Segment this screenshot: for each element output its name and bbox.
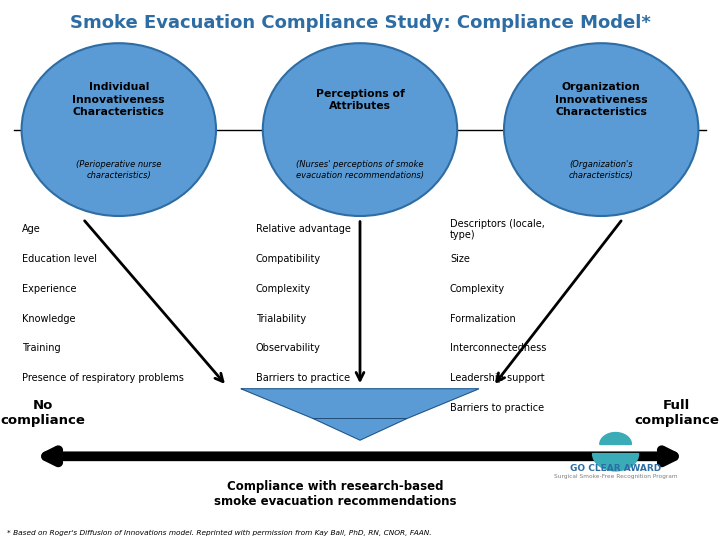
Text: Training: Training (22, 343, 60, 353)
Text: Complexity: Complexity (256, 284, 311, 294)
Text: Complexity: Complexity (450, 284, 505, 294)
Polygon shape (241, 389, 479, 419)
Text: Full
compliance: Full compliance (634, 399, 719, 427)
Text: Experience: Experience (22, 284, 76, 294)
Text: Organization
Innovativeness
Characteristics: Organization Innovativeness Characterist… (555, 83, 647, 117)
Text: Descriptors (locale,
type): Descriptors (locale, type) (450, 219, 545, 240)
Text: Leadership support: Leadership support (450, 373, 544, 383)
Text: (Organization's
characteristics): (Organization's characteristics) (569, 160, 634, 180)
Ellipse shape (22, 43, 216, 216)
Text: Trialability: Trialability (256, 314, 306, 323)
Text: Surgical Smoke-Free Recognition Program: Surgical Smoke-Free Recognition Program (554, 474, 678, 480)
Text: (Nurses' perceptions of smoke
evacuation recommendations): (Nurses' perceptions of smoke evacuation… (296, 160, 424, 180)
Text: Formalization: Formalization (450, 314, 516, 323)
Text: (Perioperative nurse
characteristics): (Perioperative nurse characteristics) (76, 160, 161, 180)
Ellipse shape (263, 43, 457, 216)
Ellipse shape (504, 43, 698, 216)
Text: Education level: Education level (22, 254, 96, 264)
Text: No
compliance: No compliance (1, 399, 86, 427)
Text: Barriers to practice: Barriers to practice (450, 403, 544, 413)
Text: Presence of respiratory problems: Presence of respiratory problems (22, 373, 184, 383)
Text: GO CLEAR AWARD: GO CLEAR AWARD (570, 464, 661, 472)
Text: Interconnectedness: Interconnectedness (450, 343, 546, 353)
Wedge shape (593, 454, 639, 471)
Text: Compatibility: Compatibility (256, 254, 320, 264)
Text: Observability: Observability (256, 343, 320, 353)
Text: Smoke Evacuation Compliance Study: Compliance Model*: Smoke Evacuation Compliance Study: Compl… (70, 14, 650, 31)
Text: Perceptions of
Attributes: Perceptions of Attributes (315, 89, 405, 111)
Text: Compliance with research-based
smoke evacuation recommendations: Compliance with research-based smoke eva… (214, 480, 456, 508)
Polygon shape (313, 418, 407, 440)
Text: Age: Age (22, 225, 40, 234)
Wedge shape (600, 433, 631, 444)
Text: Individual
Innovativeness
Characteristics: Individual Innovativeness Characteristic… (73, 83, 165, 117)
Text: Barriers to practice: Barriers to practice (256, 373, 350, 383)
Text: * Based on Roger's Diffusion of Innovations model. Reprinted with permission fro: * Based on Roger's Diffusion of Innovati… (7, 530, 432, 536)
Text: Size: Size (450, 254, 470, 264)
Text: Knowledge: Knowledge (22, 314, 75, 323)
Text: Relative advantage: Relative advantage (256, 225, 351, 234)
